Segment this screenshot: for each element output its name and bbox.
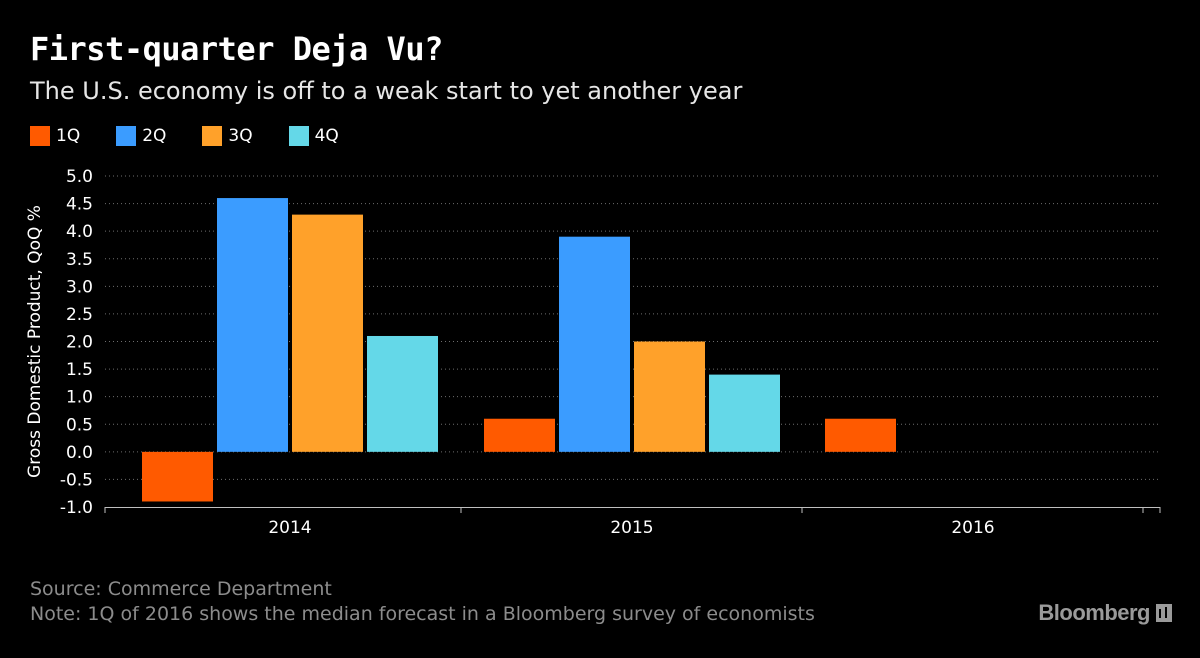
bar-2q-2015 <box>559 236 630 452</box>
bar-1q-2016 <box>825 418 896 452</box>
y-tick-label: -1.0 <box>60 498 93 518</box>
legend-label-2q: 2Q <box>142 126 167 146</box>
bar-3q-2014 <box>292 214 363 452</box>
legend-label-3q: 3Q <box>228 126 253 146</box>
bloomberg-terminal-icon <box>1156 604 1172 622</box>
y-axis-title: Gross Domestic Product, QoQ % <box>25 205 45 478</box>
y-tick-label: -0.5 <box>60 470 93 490</box>
legend-item-3q: 3Q <box>202 126 253 146</box>
y-tick-label: 3.5 <box>66 250 93 270</box>
bar-1q-2014 <box>142 451 213 502</box>
bar-2q-2014 <box>217 198 288 452</box>
x-tick-label-2014: 2014 <box>268 518 311 538</box>
chart-subtitle: The U.S. economy is off to a weak start … <box>30 77 743 105</box>
x-tick-label-2016: 2016 <box>951 518 994 538</box>
legend-swatch-3q <box>202 126 223 146</box>
legend-label-4q: 4Q <box>314 126 339 146</box>
bar-4q-2014 <box>367 335 438 452</box>
source-text: Source: Commerce Department <box>30 578 332 600</box>
bar-4q-2015 <box>709 374 780 452</box>
legend-label-1q: 1Q <box>56 126 81 146</box>
y-tick-label: 0.5 <box>66 415 93 435</box>
y-tick-label: 1.0 <box>66 388 93 408</box>
chart-title: First-quarter Deja Vu? <box>30 30 443 68</box>
y-tick-label: 4.0 <box>66 222 93 242</box>
legend-item-4q: 4Q <box>288 126 339 146</box>
y-tick-label: 2.5 <box>66 305 93 325</box>
legend-swatch-2q <box>116 126 137 146</box>
note-text: Note: 1Q of 2016 shows the median foreca… <box>30 603 815 625</box>
legend: 1Q 2Q 3Q 4Q <box>30 126 339 146</box>
y-tick-label: 3.0 <box>66 277 93 297</box>
y-tick-label: 5.0 <box>66 167 93 187</box>
bloomberg-logo: Bloomberg <box>1038 600 1172 626</box>
legend-item-1q: 1Q <box>30 126 80 146</box>
legend-swatch-4q <box>288 126 309 146</box>
legend-swatch-1q <box>30 126 50 146</box>
x-tick-label-2015: 2015 <box>610 518 653 538</box>
y-tick-label: 4.5 <box>66 195 93 215</box>
y-tick-label: 0.0 <box>66 443 93 463</box>
y-tick-label: 1.5 <box>66 360 93 380</box>
brand-name: Bloomberg <box>1038 600 1150 625</box>
y-tick-label: 2.0 <box>66 333 93 353</box>
bar-1q-2015 <box>484 418 555 452</box>
legend-item-2q: 2Q <box>116 126 166 146</box>
bar-3q-2015 <box>634 341 705 452</box>
